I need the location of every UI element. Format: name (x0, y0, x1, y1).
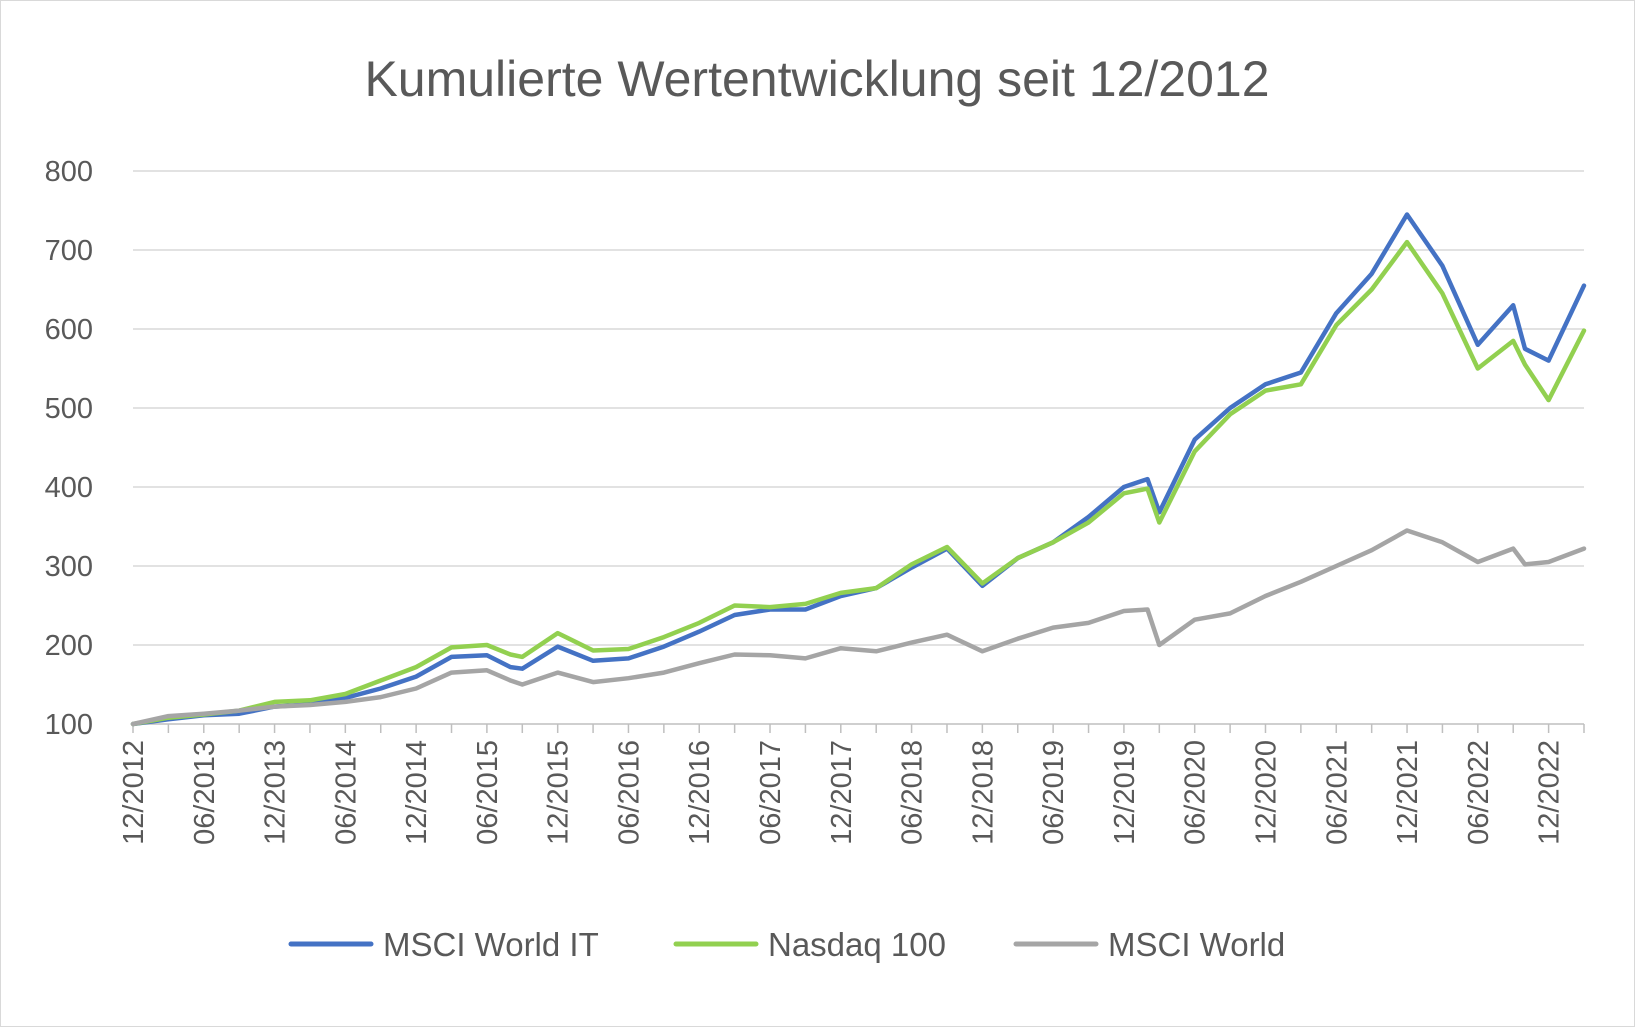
x-tick-label: 12/2022 (1534, 740, 1566, 845)
y-tick-label: 500 (45, 393, 93, 425)
legend-label-0: MSCI World IT (383, 926, 599, 963)
x-tick-label: 06/2017 (755, 740, 787, 845)
x-tick-label: 12/2015 (543, 740, 575, 845)
gridlines (133, 170, 1584, 646)
y-tick-label: 700 (45, 235, 93, 267)
series-line-2 (130, 528, 1587, 727)
series-lines (130, 212, 1587, 727)
x-tick-label: 12/2014 (401, 740, 433, 845)
x-tick-label: 12/2016 (684, 740, 716, 845)
x-tick-label: 12/2019 (1109, 740, 1141, 845)
axes: 100 200 300 400 500 600 700 800 12/2012 06/2013 12… (45, 156, 1585, 845)
x-tick-label: 06/2013 (189, 740, 221, 845)
y-tick-label: 600 (45, 314, 93, 346)
x-tick-label: 06/2019 (1038, 740, 1070, 845)
x-tick-label: 12/2017 (826, 740, 858, 845)
y-tick-label: 200 (45, 630, 93, 662)
x-tick-label: 12/2018 (967, 740, 999, 845)
x-tick-label: 06/2015 (472, 740, 504, 845)
y-tick-label: 800 (45, 156, 93, 188)
x-tick-label: 06/2014 (330, 740, 362, 845)
y-tick-label: 400 (45, 472, 93, 504)
y-tick-label: 100 (45, 709, 93, 741)
legend: MSCI World IT Nasdaq 100 MSCI World (288, 926, 1285, 963)
series-line-1 (130, 239, 1587, 727)
x-tick-label: 06/2016 (613, 740, 645, 845)
x-tick-label: 06/2020 (1180, 740, 1212, 845)
y-tick-label: 300 (45, 551, 93, 583)
x-tick-label: 06/2018 (897, 740, 929, 845)
x-tick-label: 12/2020 (1250, 740, 1282, 845)
chart-title: Kumulierte Wertentwicklung seit 12/2012 (364, 51, 1269, 107)
x-tick-label: 12/2021 (1392, 740, 1424, 845)
x-tick-label: 06/2021 (1321, 740, 1353, 845)
x-tick-label: 12/2013 (260, 740, 292, 845)
x-tick-label: 12/2012 (118, 740, 150, 845)
x-tick-label: 06/2022 (1463, 740, 1495, 845)
legend-label-1: Nasdaq 100 (768, 926, 946, 963)
legend-label-2: MSCI World (1108, 926, 1285, 963)
